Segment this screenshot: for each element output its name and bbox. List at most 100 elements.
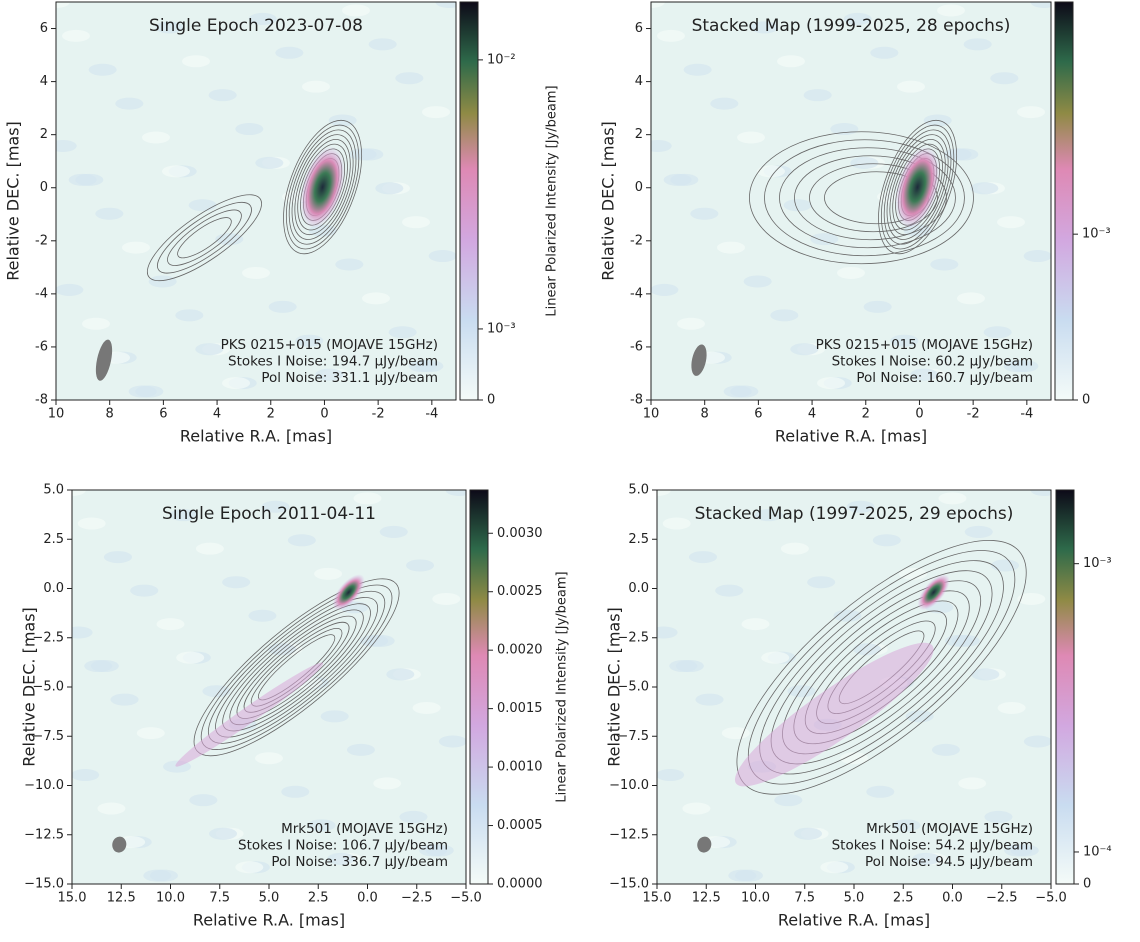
annotation: Mrk501 (MOJAVE 15GHz) <box>281 821 448 837</box>
x-tick-label: 15.0 <box>643 891 672 906</box>
noise <box>354 492 382 504</box>
noise <box>669 660 697 672</box>
x-tick-label: 15.0 <box>58 891 87 906</box>
noise <box>222 377 250 389</box>
x-tick-label: 2 <box>267 407 275 422</box>
noise <box>1017 593 1045 605</box>
y-tick-label: 5.0 <box>43 483 64 498</box>
x-tick-label: 5.0 <box>259 891 280 906</box>
colorbar-label: Linear Polarized Intensity [Jy/beam] <box>545 85 560 316</box>
x-tick-label: 12.5 <box>107 891 136 906</box>
x-tick-label: 6 <box>159 407 167 422</box>
noise <box>269 301 297 313</box>
noise <box>432 593 460 605</box>
noise <box>870 47 898 59</box>
x-tick-label: -2 <box>372 407 385 422</box>
noise <box>89 64 117 76</box>
noise <box>97 803 125 815</box>
noise <box>429 250 457 262</box>
x-tick-label: -4 <box>1020 407 1033 422</box>
noise <box>774 794 802 806</box>
y-tick-label: 2.5 <box>43 532 64 547</box>
x-tick-label: −2.5 <box>401 891 433 906</box>
x-axis-label: Relative R.A. [mas] <box>778 911 930 930</box>
x-tick-label: 4 <box>808 407 816 422</box>
annotation: PKS 0215+015 (MOJAVE 15GHz) <box>221 337 438 353</box>
noise <box>137 727 165 739</box>
noise <box>737 131 765 143</box>
noise <box>1024 250 1052 262</box>
noise <box>656 769 684 781</box>
y-tick-label: −15.0 <box>609 877 649 892</box>
annotation: Pol Noise: 160.7 μJy/beam <box>856 370 1033 386</box>
colorbar <box>460 2 478 400</box>
x-axis-label: Relative R.A. [mas] <box>775 427 927 446</box>
x-tick-label: 12.5 <box>692 891 721 906</box>
noise <box>866 786 894 798</box>
noise <box>873 534 901 546</box>
y-tick-label: -6 <box>35 339 48 354</box>
y-tick-label: 6 <box>635 21 643 36</box>
x-tick-label: 2.5 <box>308 891 329 906</box>
noise <box>1024 735 1052 747</box>
x-tick-label: 5.0 <box>844 891 865 906</box>
noise <box>288 534 316 546</box>
noise <box>49 140 77 152</box>
colorbar-tick-label: 0.0005 <box>497 818 543 833</box>
annotation: Pol Noise: 336.7 μJy/beam <box>271 854 448 870</box>
noise <box>991 559 1019 571</box>
x-tick-label: 4 <box>213 407 221 422</box>
noise <box>696 694 724 706</box>
noise <box>373 777 401 789</box>
noise <box>744 275 772 287</box>
noise <box>95 208 123 220</box>
noise <box>111 694 139 706</box>
y-tick-label: 0 <box>635 180 643 195</box>
noise <box>965 526 993 538</box>
y-tick-label: -2 <box>630 233 643 248</box>
noise <box>757 165 785 177</box>
noise <box>149 275 177 287</box>
annotation: Pol Noise: 94.5 μJy/beam <box>865 854 1033 870</box>
noise <box>650 284 678 296</box>
noise <box>790 343 818 355</box>
noise <box>55 284 83 296</box>
noise <box>897 81 925 93</box>
x-tick-label: 10.0 <box>741 891 770 906</box>
annotation: Mrk501 (MOJAVE 15GHz) <box>866 821 1033 837</box>
noise <box>998 702 1026 714</box>
noise <box>369 38 397 50</box>
y-tick-label: -2 <box>35 233 48 248</box>
annotation: Stokes I Noise: 194.7 μJy/beam <box>228 354 438 370</box>
colorbar-tick-label: 0 <box>487 393 495 408</box>
colorbar <box>470 490 488 884</box>
x-tick-label: -4 <box>425 407 438 422</box>
panel-title: Single Epoch 2011-04-11 <box>162 504 376 524</box>
noise <box>130 585 158 597</box>
noise <box>386 668 414 680</box>
noise <box>235 861 263 873</box>
noise <box>78 518 106 530</box>
panel-title: Stacked Map (1999-2025, 28 epochs) <box>692 16 1011 36</box>
noise <box>663 518 691 530</box>
x-tick-label: -2 <box>967 407 980 422</box>
noise <box>222 576 250 588</box>
x-tick-label: 2 <box>862 407 870 422</box>
noise <box>864 301 892 313</box>
x-tick-label: 0 <box>320 407 328 422</box>
noise <box>804 89 832 101</box>
colorbar-tick-label: 0.0015 <box>497 701 543 716</box>
noise <box>1017 106 1045 118</box>
colorbar <box>1056 490 1074 884</box>
noise <box>650 627 678 639</box>
noise <box>380 526 408 538</box>
noise <box>242 267 270 279</box>
noise <box>182 55 210 67</box>
noise <box>189 794 217 806</box>
noise <box>209 828 237 840</box>
noise <box>807 576 835 588</box>
noise <box>142 131 170 143</box>
noise <box>321 710 349 722</box>
